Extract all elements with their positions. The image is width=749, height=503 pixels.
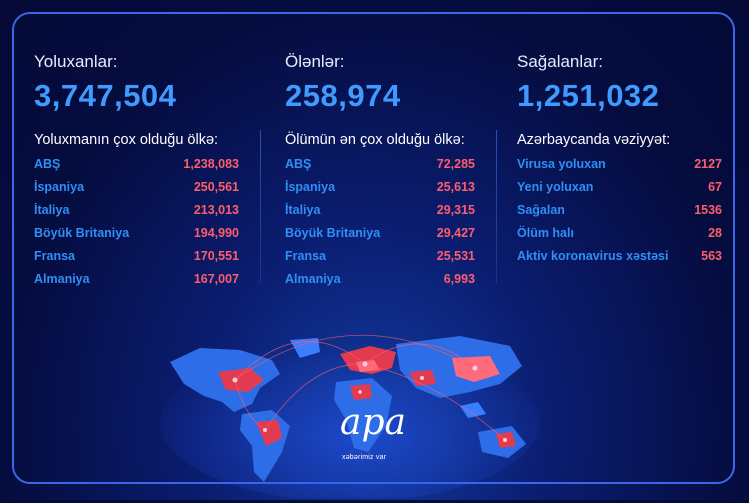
- recovered-total: 1,251,032: [517, 78, 660, 113]
- world-map-illustration: [160, 334, 540, 502]
- list-item: Fransa 170,551: [34, 249, 239, 272]
- list-item: İspaniya 25,613: [285, 180, 475, 203]
- list-item: Ölüm halı 28: [517, 226, 722, 249]
- infected-label: Yoluxanlar:: [34, 52, 118, 71]
- stat-value: 67: [708, 180, 722, 194]
- stat-name: Yeni yoluxan: [517, 180, 594, 194]
- list-item: ABŞ 1,238,083: [34, 157, 239, 180]
- apa-tagline: xəbərimiz var: [342, 454, 387, 461]
- list-item: Aktiv koronavirus xəstəsi 563: [517, 249, 722, 272]
- country-name: İtaliya: [34, 203, 70, 217]
- country-value: 72,285: [436, 157, 475, 171]
- stat-name: Sağalan: [517, 203, 565, 217]
- country-value: 167,007: [193, 272, 239, 286]
- country-name: Böyük Britaniya: [34, 226, 130, 240]
- apa-logo: apa: [340, 402, 406, 443]
- list-item: İtaliya 29,315: [285, 203, 475, 226]
- country-name: Fransa: [34, 249, 75, 263]
- country-value: 29,315: [436, 203, 475, 217]
- list-item: Almaniya 6,993: [285, 272, 475, 295]
- stat-name: Ölüm halı: [517, 226, 574, 240]
- recovered-column: Sağalanlar: 1,251,032 Azərbaycanda vəziy…: [517, 52, 722, 272]
- deaths-label: Ölənlər:: [285, 52, 345, 71]
- infected-subtitle: Yoluxmanın çox olduğu ölkə:: [34, 132, 219, 148]
- recovered-label: Sağalanlar:: [517, 52, 604, 71]
- country-value: 29,427: [436, 226, 475, 240]
- list-item: Fransa 25,531: [285, 249, 475, 272]
- infected-column: Yoluxanlar: 3,747,504 Yoluxmanın çox old…: [34, 52, 239, 295]
- list-item: Sağalan 1536: [517, 203, 722, 226]
- country-value: 194,990: [193, 226, 239, 240]
- country-name: Almaniya: [285, 272, 341, 286]
- country-value: 170,551: [193, 249, 239, 263]
- stat-value: 1536: [694, 203, 722, 217]
- country-value: 25,613: [436, 180, 475, 194]
- list-item: Virusa yoluxan 2127: [517, 157, 722, 180]
- list-item: Almaniya 167,007: [34, 272, 239, 295]
- azerbaijan-list: Virusa yoluxan 2127 Yeni yoluxan 67 Sağala…: [517, 157, 722, 272]
- list-item: İtaliya 213,013: [34, 203, 239, 226]
- stat-value: 2127: [694, 157, 722, 171]
- country-name: Böyük Britaniya: [285, 226, 381, 240]
- list-item: Yeni yoluxan 67: [517, 180, 722, 203]
- column-divider: [260, 130, 261, 283]
- country-value: 25,531: [436, 249, 475, 263]
- country-value: 6,993: [443, 272, 475, 286]
- deaths-total: 258,974: [285, 78, 401, 113]
- country-name: İspaniya: [285, 180, 336, 194]
- list-item: İspaniya 250,561: [34, 180, 239, 203]
- country-name: ABŞ: [34, 157, 61, 171]
- country-value: 250,561: [193, 180, 239, 194]
- country-value: 1,238,083: [183, 157, 239, 171]
- column-divider: [496, 130, 497, 283]
- world-map: [160, 322, 540, 502]
- deaths-list: ABŞ 72,285 İspaniya 25,613 İtaliya 29,315 B…: [285, 157, 475, 295]
- list-item: Böyük Britaniya 29,427: [285, 226, 475, 249]
- stat-name: Virusa yoluxan: [517, 157, 606, 171]
- infected-list: ABŞ 1,238,083 İspaniya 250,561 İtaliya 213,…: [34, 157, 239, 295]
- deaths-column: Ölənlər: 258,974 Ölümün ən çox olduğu öl…: [285, 52, 475, 295]
- country-name: ABŞ: [285, 157, 312, 171]
- recovered-subtitle: Azərbaycanda vəziyyət:: [517, 132, 671, 148]
- country-name: İtaliya: [285, 203, 321, 217]
- list-item: Böyük Britaniya 194,990: [34, 226, 239, 249]
- deaths-subtitle: Ölümün ən çox olduğu ölkə:: [285, 132, 465, 148]
- infected-total: 3,747,504: [34, 78, 177, 113]
- stat-value: 28: [708, 226, 722, 240]
- stat-name: Aktiv koronavirus xəstəsi: [517, 249, 669, 263]
- country-name: Fransa: [285, 249, 326, 263]
- list-item: ABŞ 72,285: [285, 157, 475, 180]
- country-value: 213,013: [193, 203, 239, 217]
- country-name: Almaniya: [34, 272, 90, 286]
- stat-value: 563: [701, 249, 722, 263]
- country-name: İspaniya: [34, 180, 85, 194]
